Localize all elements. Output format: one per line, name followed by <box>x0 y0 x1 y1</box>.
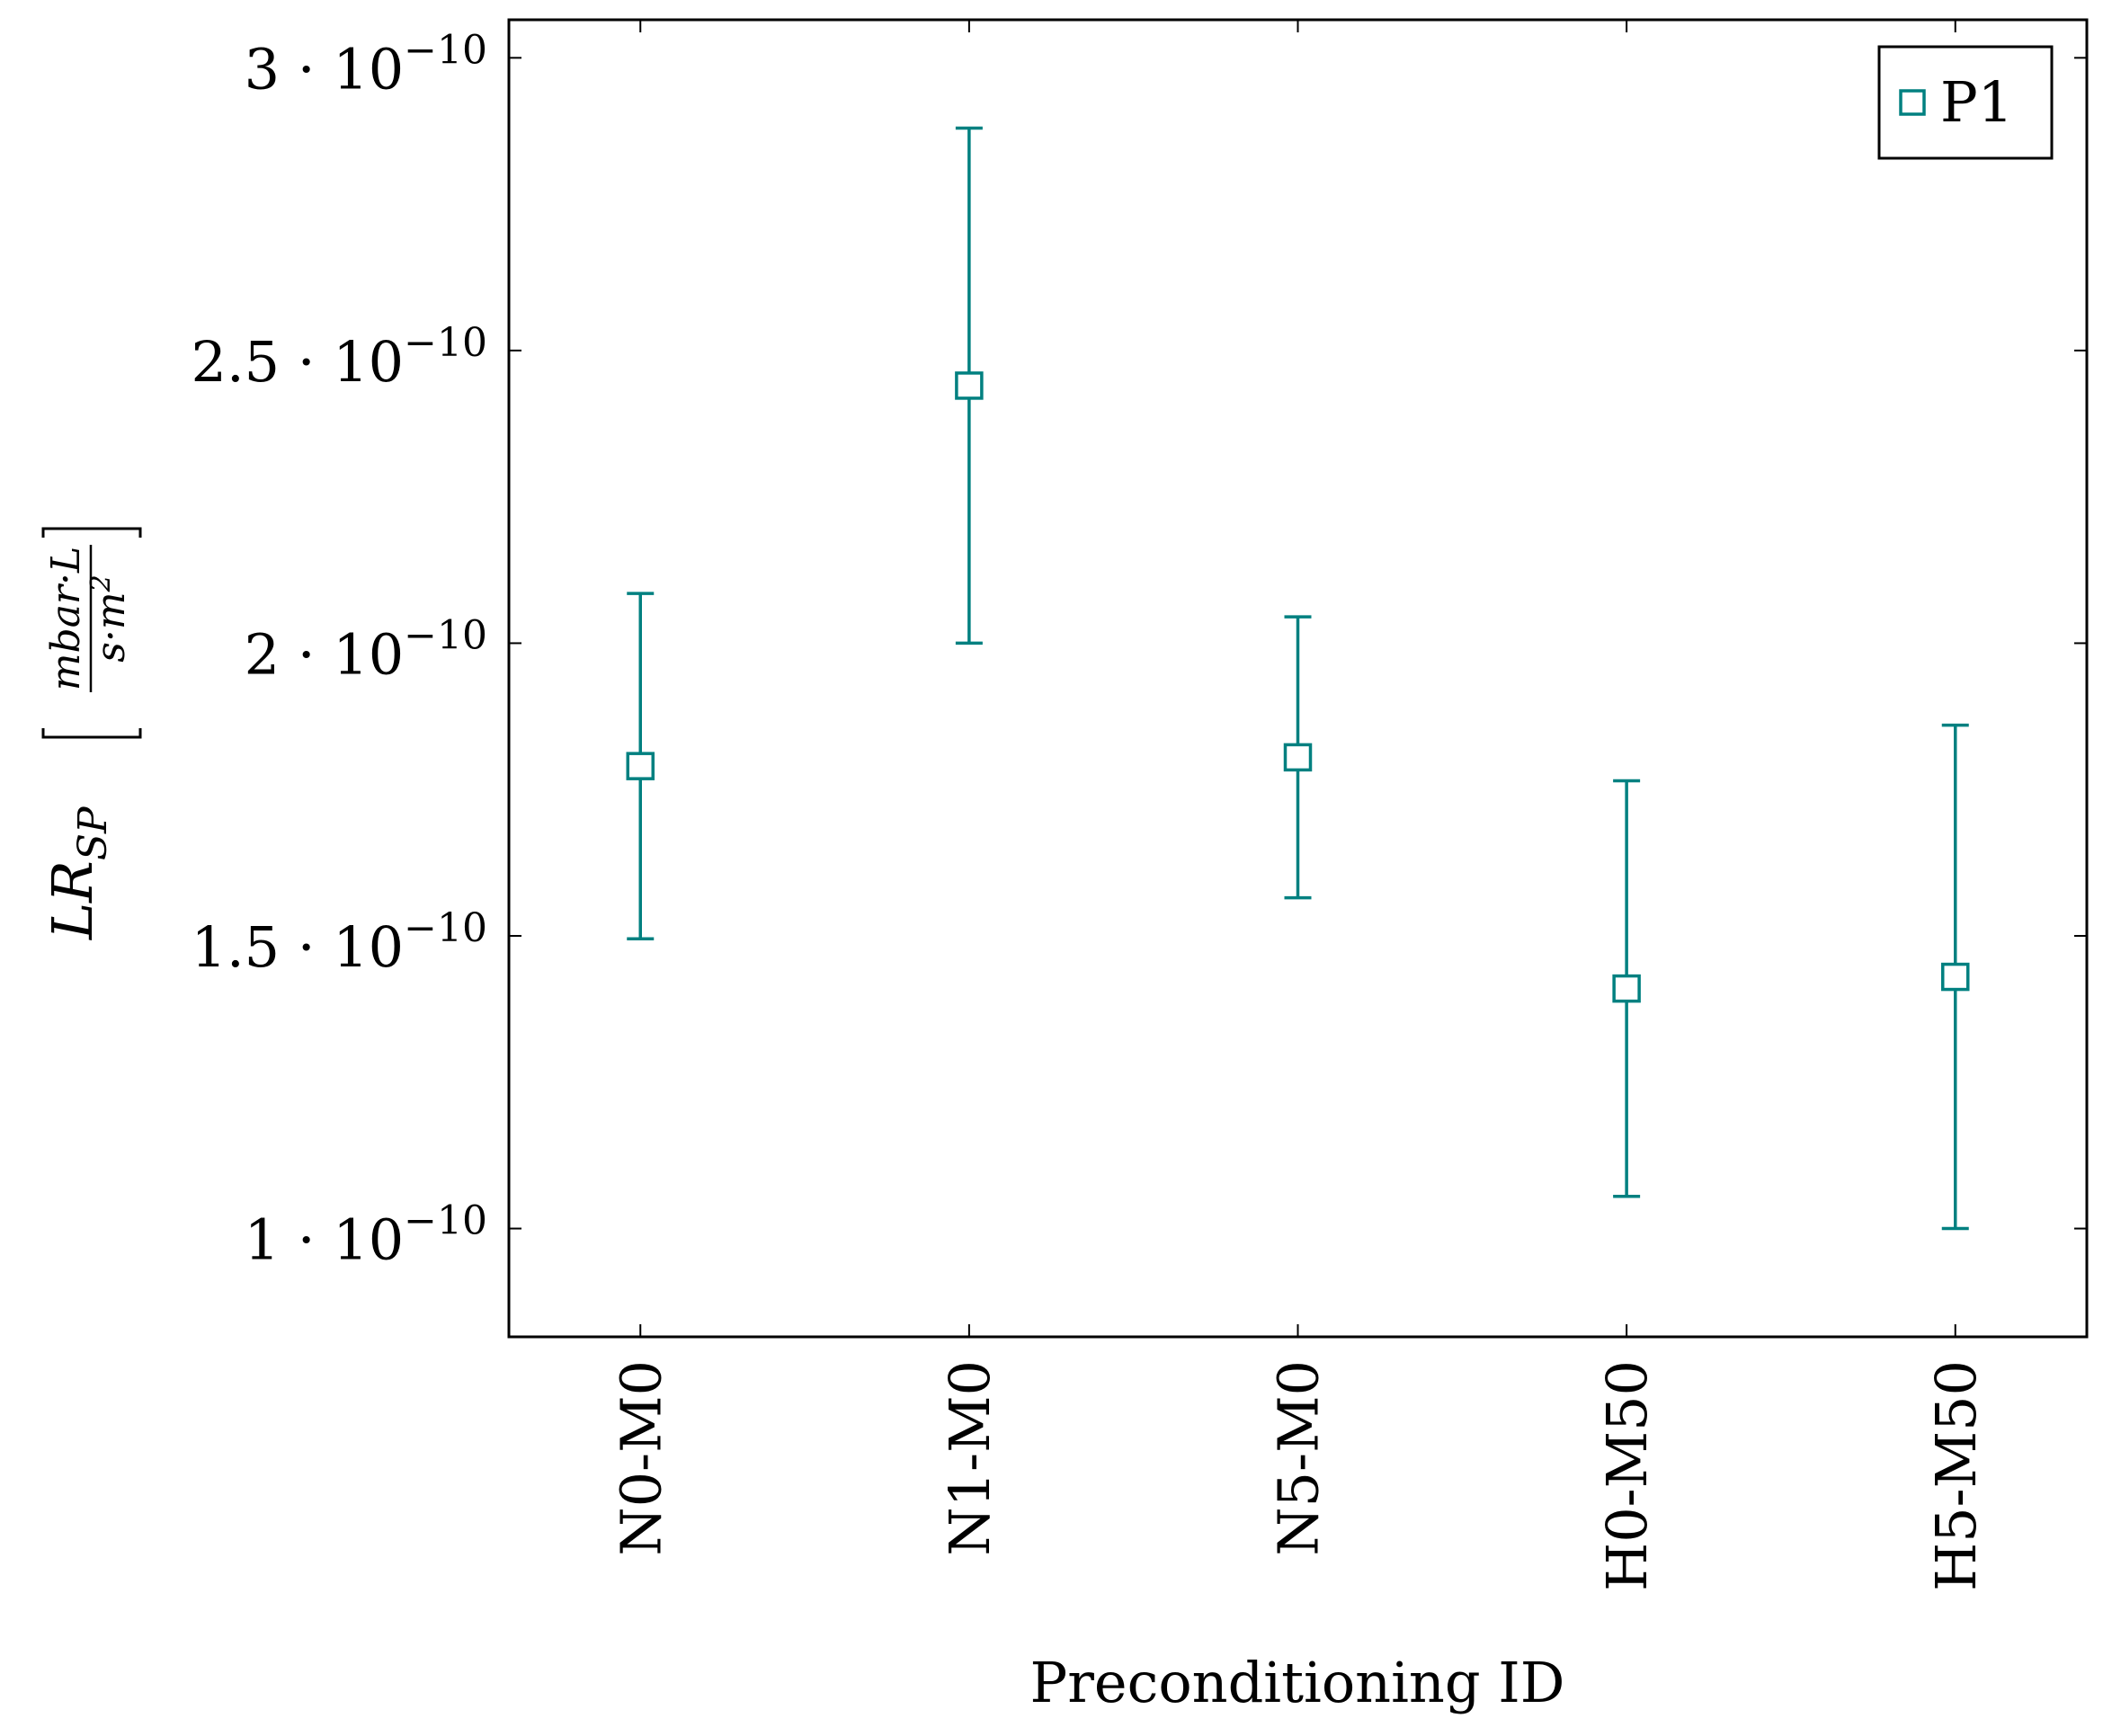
data-point-n1-m0 <box>955 371 984 400</box>
y-label-subscript: SP <box>70 806 116 860</box>
y-tick-label: 2 · 10−10 <box>245 612 487 687</box>
legend: P1 <box>1877 45 2054 160</box>
y-tick-exponent: −10 <box>404 905 487 951</box>
y-tick-label: 1 · 10−10 <box>245 1198 487 1273</box>
y-tick-mantissa: 3 · 10 <box>245 36 404 102</box>
y-axis-label: LRSP mbar·L s·m2 <box>40 527 142 940</box>
data-point-h5-m50 <box>1941 962 1970 992</box>
y-label-unit-denominator-exp: 2 <box>85 574 117 592</box>
y-tick-mantissa: 2 · 10 <box>245 621 404 687</box>
y-tick-mantissa: 1 · 10 <box>245 1207 404 1273</box>
x-tick-label-h5-m50: H5-M50 <box>1923 1360 1989 1591</box>
y-label-unit-denominator-base: s·m <box>88 592 134 662</box>
y-tick-mantissa: 1.5 · 10 <box>192 914 405 980</box>
data-point-n5-m0 <box>1283 743 1313 772</box>
x-tick-label-h0-m50: H0-M50 <box>1594 1360 1660 1591</box>
y-tick-exponent: −10 <box>404 1198 487 1244</box>
y-label-right-bracket <box>41 527 142 538</box>
y-tick-label: 2.5 · 10−10 <box>192 320 487 395</box>
y-label-unit-denominator: s·m2 <box>85 574 134 662</box>
y-label-left-bracket <box>41 728 142 739</box>
legend-box <box>1877 45 2054 160</box>
y-tick-exponent: −10 <box>404 320 487 366</box>
y-axis-ticks: 1 · 10−101.5 · 10−102 · 10−102.5 · 10−10… <box>192 27 2087 1273</box>
y-label-unit-numerator: mbar·L <box>43 547 89 690</box>
svg-text:LRSP: LRSP <box>40 806 116 940</box>
y-tick-exponent: −10 <box>404 612 487 658</box>
x-axis-label: Preconditioning ID <box>1030 1650 1565 1715</box>
x-tick-label-n0-m0: N0-M0 <box>608 1360 673 1556</box>
series-p1 <box>626 126 1970 1231</box>
y-tick-label: 1.5 · 10−10 <box>192 905 487 980</box>
y-tick-label: 3 · 10−10 <box>245 27 487 102</box>
x-tick-label-n1-m0: N1-M0 <box>937 1360 1002 1556</box>
legend-marker-p1 <box>1899 89 1926 116</box>
y-tick-exponent: −10 <box>404 27 487 73</box>
legend-label-p1: P1 <box>1940 69 2013 135</box>
data-point-n0-m0 <box>626 752 655 780</box>
y-tick-mantissa: 2.5 · 10 <box>192 329 405 395</box>
y-label-main: LR <box>40 860 105 940</box>
x-axis-ticks: N0-M0 N1-M0 N5-M0 H0-M50 H5-M50 <box>608 20 1989 1591</box>
x-tick-label-n5-m0: N5-M0 <box>1266 1360 1332 1556</box>
data-point-h0-m50 <box>1612 974 1641 1003</box>
